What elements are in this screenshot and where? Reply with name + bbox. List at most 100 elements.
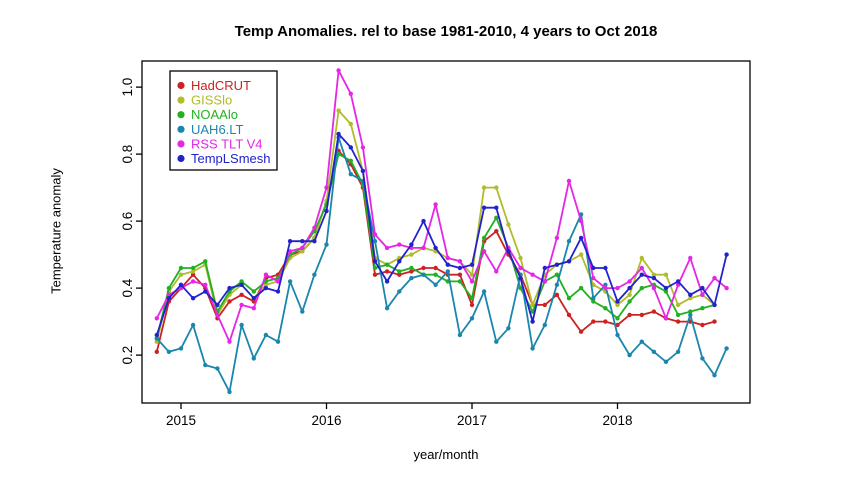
data-point <box>591 296 596 301</box>
data-point <box>700 322 705 328</box>
data-point <box>615 332 620 338</box>
data-point <box>566 312 572 318</box>
data-point <box>227 285 232 291</box>
data-point <box>348 172 353 177</box>
data-point <box>154 349 159 354</box>
data-point <box>154 316 159 321</box>
data-point <box>178 272 184 277</box>
data-point <box>445 269 450 274</box>
data-point <box>312 225 317 230</box>
data-point <box>518 255 523 261</box>
data-point <box>421 265 426 271</box>
data-point <box>384 279 390 284</box>
data-point <box>348 121 353 127</box>
data-point <box>675 349 681 354</box>
data-point <box>651 309 657 314</box>
data-point <box>300 249 305 254</box>
plot-box <box>141 60 751 404</box>
data-point <box>506 222 511 227</box>
data-point <box>263 332 269 338</box>
data-point <box>675 312 681 318</box>
data-point <box>712 319 717 324</box>
data-point <box>603 265 608 271</box>
data-point <box>336 68 341 73</box>
data-point <box>251 289 256 294</box>
data-point <box>712 302 717 308</box>
data-point <box>166 285 172 291</box>
data-point <box>227 389 232 395</box>
data-point <box>372 272 378 277</box>
data-point <box>457 265 463 271</box>
data-point <box>360 168 366 174</box>
data-point <box>542 302 547 308</box>
data-point <box>627 285 632 291</box>
data-point <box>639 255 644 261</box>
data-point <box>554 235 560 241</box>
data-point <box>712 275 717 281</box>
data-point <box>554 272 560 277</box>
data-point <box>603 306 608 311</box>
data-point <box>615 302 620 308</box>
data-point <box>700 285 705 291</box>
legend-swatch-icon <box>177 154 185 163</box>
data-point <box>300 245 305 251</box>
y-tick-label: 0.4 <box>120 278 135 297</box>
data-point <box>481 289 487 294</box>
data-point <box>566 296 572 301</box>
legend-swatch-icon <box>177 81 185 90</box>
data-point <box>457 272 463 277</box>
data-point <box>203 259 208 264</box>
data-point <box>312 239 317 244</box>
data-point <box>700 356 705 361</box>
data-point <box>433 272 438 277</box>
data-point <box>469 316 475 321</box>
data-point <box>530 319 535 324</box>
data-point <box>384 269 390 274</box>
data-point <box>336 108 341 113</box>
data-point <box>469 272 475 277</box>
data-point <box>227 299 232 304</box>
data-point <box>154 332 159 338</box>
data-point <box>433 265 438 271</box>
data-point <box>263 285 269 291</box>
data-point <box>287 249 293 254</box>
data-point <box>688 296 693 301</box>
data-point <box>457 332 463 338</box>
data-point <box>239 279 244 284</box>
data-point <box>348 145 353 150</box>
data-point <box>663 272 669 277</box>
data-point <box>566 178 572 184</box>
chart-title: Temp Anomalies. rel to base 1981-2010, 4… <box>234 23 658 40</box>
data-point <box>190 322 196 328</box>
data-point <box>554 282 560 287</box>
legend-item-hadcrut: HadCRUT <box>191 78 251 93</box>
data-point <box>166 296 172 301</box>
series-line-uah6-lt <box>156 136 728 393</box>
data-point <box>481 205 487 210</box>
data-point <box>360 145 366 150</box>
data-point <box>603 285 608 291</box>
data-point <box>554 292 560 297</box>
legend-swatch-icon <box>177 96 185 104</box>
data-point <box>688 255 693 261</box>
legend-item-noaalo: NOAAlo <box>191 107 238 122</box>
legend-item-uah6-lt: UAH6.LT <box>191 122 244 137</box>
data-point <box>506 249 511 254</box>
data-point <box>215 312 220 318</box>
data-point <box>615 285 620 291</box>
data-point <box>494 185 499 190</box>
data-point <box>203 282 208 287</box>
data-point <box>603 319 608 324</box>
x-axis-label: year/month <box>413 447 479 462</box>
data-point <box>239 292 244 297</box>
data-point <box>239 322 244 328</box>
data-point <box>166 349 172 354</box>
data-point <box>578 285 584 291</box>
data-point <box>372 259 378 264</box>
data-point <box>154 336 159 341</box>
data-point <box>421 245 426 251</box>
data-point <box>251 306 256 311</box>
data-point <box>239 282 244 287</box>
data-point <box>275 289 281 294</box>
